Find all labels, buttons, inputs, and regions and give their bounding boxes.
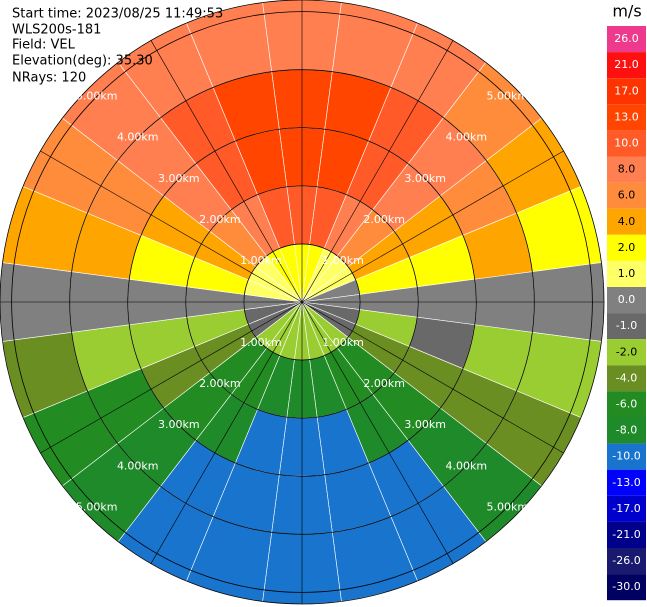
colorbar-swatch: [607, 260, 646, 287]
range-label: 4.00km: [117, 459, 159, 472]
range-label: 2.00km: [363, 213, 405, 226]
range-label: 1.00km: [322, 254, 364, 267]
colorbar-label: -6.0: [616, 397, 637, 410]
range-label: 1.00km: [240, 336, 282, 349]
info-line: WLS200s-181: [12, 23, 101, 38]
range-label: 4.00km: [445, 131, 487, 144]
radial-line: [301, 301, 454, 564]
colorbar-label: 8.0: [618, 163, 636, 176]
range-label: 1.00km: [322, 336, 364, 349]
colorbar-label: -1.0: [616, 319, 637, 332]
info-line: Elevation(deg): 35.30: [12, 54, 153, 69]
colorbar-label: 13.0: [614, 110, 639, 123]
outer-ring: [0, 0, 605, 605]
radial-line: [301, 301, 564, 454]
colorbar-swatch: [607, 78, 646, 105]
range-label: 5.00km: [487, 90, 529, 103]
colorbar-swatch: [607, 104, 646, 131]
colorbar-title: m/s: [612, 2, 641, 21]
range-label: 4.00km: [117, 131, 159, 144]
colorbar-label: 0.0: [618, 293, 636, 306]
colorbar-swatch: [607, 156, 646, 183]
colorbar-label: 26.0: [614, 32, 639, 45]
colorbar-swatch: [607, 443, 646, 470]
colorbar-swatch: [607, 365, 646, 392]
range-label: 3.00km: [158, 172, 200, 185]
colorbar-label: -26.0: [612, 554, 640, 567]
range-ring: [243, 243, 361, 361]
radial-line: [150, 301, 303, 564]
velocity-field: [0, 0, 605, 605]
range-ring: [11, 11, 593, 593]
colorbar-swatch: [607, 548, 646, 575]
range-label: 3.00km: [404, 418, 446, 431]
colorbar-label: -13.0: [612, 476, 640, 489]
range-label: 5.00km: [487, 500, 529, 513]
info-line: Field: VEL: [12, 38, 76, 53]
polar-grid: 1.00km 1.00km 1.00km 1.00km 2.00km 2.00km 2.00…: [0, 0, 605, 605]
colorbar-label: 6.0: [618, 189, 636, 202]
range-ring: [127, 127, 477, 477]
colorbar-label: -10.0: [612, 450, 640, 463]
colorbar-swatch: [607, 130, 646, 157]
range-label: 2.00km: [199, 213, 241, 226]
colorbar-label: -17.0: [612, 502, 640, 515]
radial-line: [301, 150, 564, 303]
colorbar-swatch: [607, 495, 646, 522]
info-line: Start time: 2023/08/25 11:49:53: [12, 7, 223, 22]
colorbar-swatch: [607, 339, 646, 366]
colorbar-swatch: [607, 208, 646, 235]
colorbar-swatch: [607, 234, 646, 261]
colorbar-swatch: [607, 391, 646, 418]
colorbar-swatch: [607, 182, 646, 209]
colorbar: 26.0 21.0 17.0 13.0 10.0 8.0 6.0 4.0 2.0 1.0 0.0 -1…: [607, 26, 646, 601]
radial-line: [40, 301, 303, 454]
colorbar-label: -2.0: [616, 345, 637, 358]
colorbar-label: -21.0: [612, 528, 640, 541]
colorbar-label: 17.0: [614, 84, 639, 97]
colorbar-label: -8.0: [616, 424, 637, 437]
colorbar-swatch: [607, 313, 646, 340]
range-label: 1.00km: [240, 254, 282, 267]
colorbar-swatch: [607, 52, 646, 79]
range-label: 2.00km: [199, 377, 241, 390]
radial-line: [40, 150, 303, 303]
colorbar-swatch: [607, 469, 646, 496]
colorbar-label: 2.0: [618, 241, 636, 254]
colorbar-label: 1.0: [618, 267, 636, 280]
info-line: NRays: 120: [12, 71, 86, 86]
radial-line: [150, 40, 303, 303]
colorbar-swatch: [607, 26, 646, 53]
colorbar-label: -30.0: [612, 580, 640, 593]
colorbar-swatch: [607, 417, 646, 444]
colorbar-swatch: [607, 521, 646, 548]
colorbar-label: -4.0: [616, 371, 637, 384]
range-label: 3.00km: [404, 172, 446, 185]
colorbar-swatch: [607, 574, 646, 601]
range-label: 4.00km: [445, 459, 487, 472]
range-label: 3.00km: [158, 418, 200, 431]
range-label: 5.00km: [76, 500, 118, 513]
range-ring: [69, 69, 535, 535]
colorbar-label: 21.0: [614, 58, 639, 71]
colorbar-swatch: [607, 287, 646, 314]
colorbar-label: 4.0: [618, 215, 636, 228]
radial-line: [301, 40, 454, 303]
range-label: 2.00km: [363, 377, 405, 390]
colorbar-label: 10.0: [614, 136, 639, 149]
range-label: 5.00km: [76, 90, 118, 103]
range-ring: [185, 185, 419, 419]
